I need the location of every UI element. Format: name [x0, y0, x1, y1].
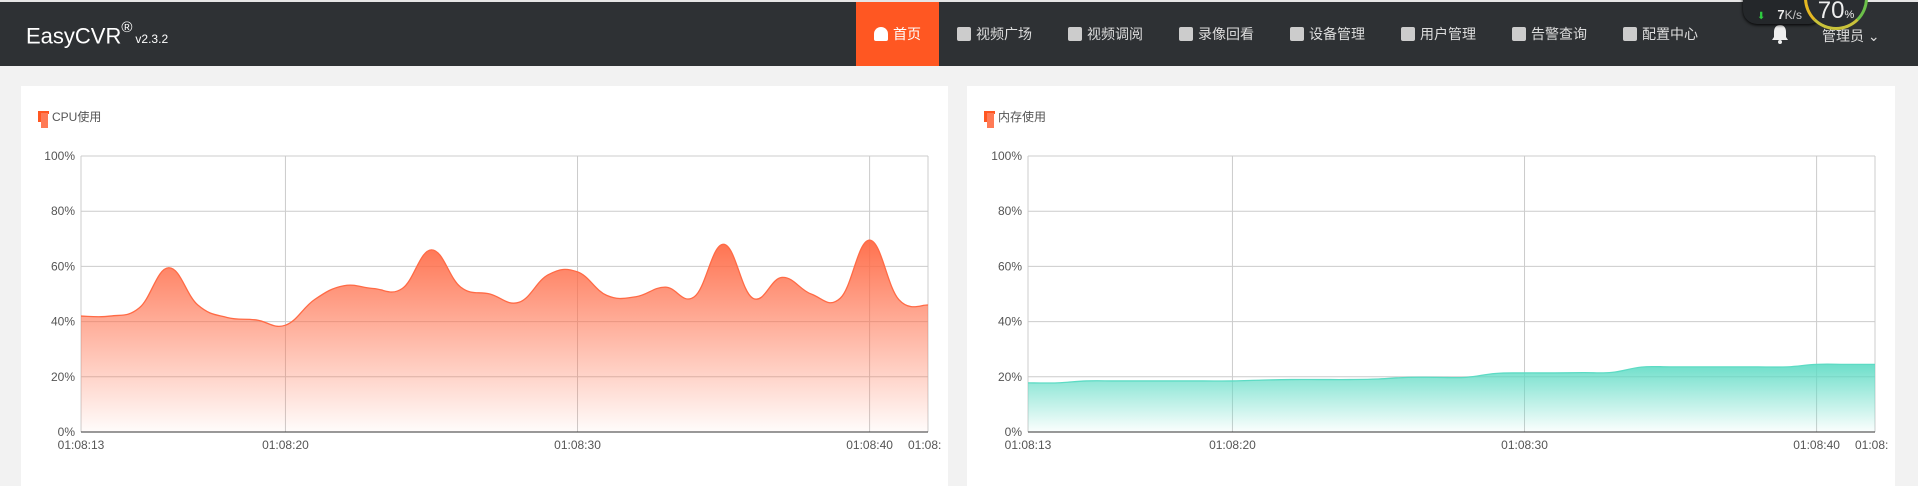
nav-label: 录像回看	[1198, 24, 1254, 44]
gear-icon	[1623, 27, 1637, 41]
nav-item-2[interactable]: 视频调阅	[1050, 2, 1161, 66]
y-tick-label: 20%	[51, 370, 75, 384]
alarm-icon	[1512, 27, 1526, 41]
arrow-down-icon: ⬇	[1757, 11, 1765, 22]
version-label: v2.3.2	[135, 32, 168, 46]
play-circle-icon	[957, 27, 971, 41]
x-tick-label: 01:08:40	[846, 438, 893, 452]
gauge-value: 70	[1818, 0, 1845, 24]
nav-label: 首页	[893, 24, 921, 44]
nav-item-7[interactable]: 配置中心	[1605, 2, 1716, 66]
y-tick-label: 100%	[991, 149, 1022, 163]
x-tick-label: 01:08:20	[1209, 438, 1256, 452]
x-tick-label: 01:08:13	[1005, 438, 1052, 452]
registered-mark: ®	[121, 19, 132, 36]
y-tick-label: 100%	[44, 149, 75, 163]
y-tick-label: 20%	[998, 370, 1022, 384]
nav-item-5[interactable]: 用户管理	[1383, 2, 1494, 66]
y-tick-label: 0%	[58, 425, 76, 439]
nav-label: 设备管理	[1309, 24, 1365, 44]
memory-chart: 0% 20% 40% 60% 80% 100% 01:08:13 01:08:20 01:08:…	[967, 86, 1895, 468]
cpu-card-title: CPU使用	[38, 108, 101, 125]
nav-item-0[interactable]: 首页	[856, 2, 939, 66]
device-icon	[1290, 27, 1304, 41]
brand-name: EasyCVR	[26, 23, 121, 48]
speed-value: 7	[1777, 7, 1784, 22]
nav-label: 视频广场	[976, 24, 1032, 44]
nav-item-4[interactable]: 设备管理	[1272, 2, 1383, 66]
brand-logo[interactable]: EasyCVR®v2.3.2	[26, 22, 168, 49]
x-tick-label: 01:08:20	[262, 438, 309, 452]
nav-label: 告警查询	[1531, 24, 1587, 44]
cpu-card: CPU使用 0% 20% 40% 60% 80% 100% 01:08:13 01:08:20…	[21, 86, 948, 486]
x-tick-label: 01:08:13	[58, 438, 105, 452]
nav-label: 配置中心	[1642, 24, 1698, 44]
user-name: 管理员	[1822, 28, 1864, 44]
cpu-title: CPU使用	[52, 108, 101, 125]
x-tick-label: 01:08:40	[1793, 438, 1840, 452]
memory-card-title: 内存使用	[984, 108, 1046, 125]
top-header: EasyCVR®v2.3.2 首页 视频广场 视频调阅 录像回看 设备管理 用户管理 告警查…	[0, 0, 1918, 66]
x-tick-label: 01:08:30	[554, 438, 601, 452]
x-tick-label: 01:08:	[1855, 438, 1888, 452]
nav-label: 用户管理	[1420, 24, 1476, 44]
user-icon	[1401, 27, 1415, 41]
dashboard-icon	[874, 27, 888, 41]
cpu-chart: 0% 20% 40% 60% 80% 100% 01:08:13 01:08:20 01:08:…	[21, 86, 948, 468]
bell-icon[interactable]	[1771, 24, 1789, 44]
gauge-unit: %	[1844, 9, 1854, 21]
title-icon	[38, 111, 49, 122]
x-tick-label: 01:08:30	[1501, 438, 1548, 452]
nav-item-1[interactable]: 视频广场	[939, 2, 1050, 66]
main-nav: 首页 视频广场 视频调阅 录像回看 设备管理 用户管理 告警查询 配置中心	[856, 2, 1716, 66]
nav-label: 视频调阅	[1087, 24, 1143, 44]
y-tick-label: 0%	[1005, 425, 1023, 439]
y-tick-label: 60%	[998, 259, 1022, 273]
y-tick-label: 60%	[51, 259, 75, 273]
nav-item-6[interactable]: 告警查询	[1494, 2, 1605, 66]
layout-icon	[1068, 27, 1082, 41]
area-fill	[81, 240, 928, 432]
chevron-down-icon: ⌄	[1868, 28, 1880, 44]
memory-title: 内存使用	[998, 108, 1046, 125]
speed-unit: K/s	[1785, 8, 1802, 22]
y-tick-label: 80%	[51, 204, 75, 218]
title-icon	[984, 111, 995, 122]
y-tick-label: 40%	[51, 315, 75, 329]
nav-item-3[interactable]: 录像回看	[1161, 2, 1272, 66]
y-tick-label: 80%	[998, 204, 1022, 218]
video-camera-icon	[1179, 27, 1193, 41]
x-tick-label: 01:08:	[908, 438, 941, 452]
area-fill	[1028, 364, 1875, 432]
y-tick-label: 40%	[998, 315, 1022, 329]
